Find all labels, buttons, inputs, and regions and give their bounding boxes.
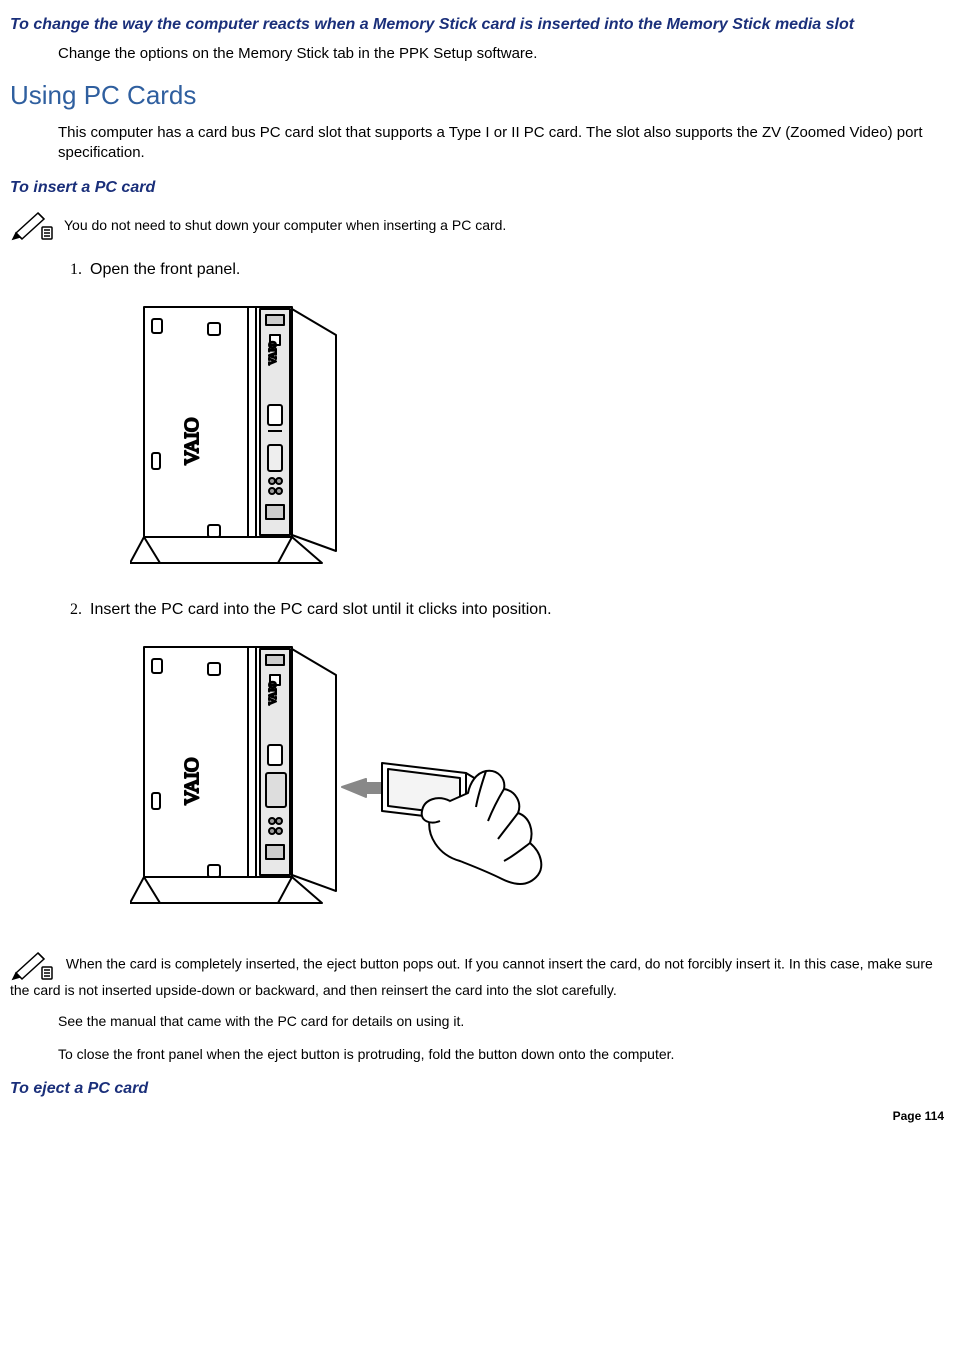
note-text-no-shutdown: You do not need to shut down your comput…	[64, 216, 506, 235]
heading-insert-pc-card: To insert a PC card	[10, 177, 944, 199]
paragraph-pc-card-slot: This computer has a card bus PC card slo…	[58, 123, 936, 164]
svg-text:VAIO: VAIO	[181, 417, 203, 464]
heading-eject-pc-card: To eject a PC card	[10, 1078, 944, 1100]
heading-using-pc-cards: Using PC Cards	[10, 78, 944, 113]
step-text-2: Insert the PC card into the PC card slot…	[90, 601, 552, 618]
svg-text:VAIO: VAIO	[268, 681, 279, 705]
paragraph-see-manual: See the manual that came with the PC car…	[58, 1012, 936, 1031]
tower-open-panel-icon: VAIO VAIO	[130, 295, 390, 575]
paragraph-memory-stick-options: Change the options on the Memory Stick t…	[58, 44, 936, 64]
tower-insert-card-icon: VAIO VAIO	[130, 635, 550, 925]
figure-insert-card: VAIO VAIO	[130, 635, 944, 932]
paragraph-close-panel: To close the front panel when the eject …	[58, 1045, 936, 1064]
note-eject-button: When the card is completely inserted, th…	[10, 949, 944, 1000]
note-text-eject: When the card is completely inserted, th…	[10, 956, 933, 998]
svg-text:VAIO: VAIO	[268, 341, 279, 365]
steps-list: Open the front panel. VAIO	[58, 259, 944, 931]
heading-memory-stick-change: To change the way the computer reacts wh…	[10, 14, 944, 36]
page-number: Page 114	[10, 1108, 944, 1124]
step-item-1: Open the front panel. VAIO	[86, 259, 944, 581]
step-text-1: Open the front panel.	[90, 261, 240, 278]
svg-text:VAIO: VAIO	[181, 757, 203, 804]
pencil-note-icon	[10, 209, 56, 241]
figure-open-panel: VAIO VAIO	[130, 295, 944, 582]
pencil-note-icon	[10, 949, 56, 981]
step-item-2: Insert the PC card into the PC card slot…	[86, 599, 944, 931]
note-no-shutdown: You do not need to shut down your comput…	[10, 209, 944, 241]
